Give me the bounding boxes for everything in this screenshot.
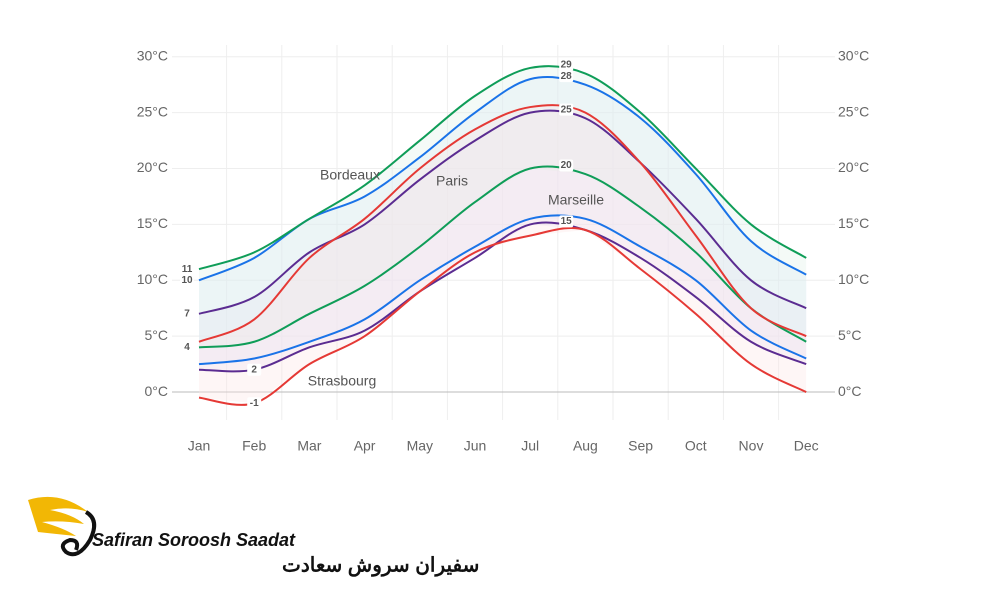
value-label-bg — [559, 58, 574, 71]
value-label: 11 — [182, 264, 193, 275]
value-label-bg — [559, 159, 574, 172]
x-tick-label: Jul — [521, 438, 539, 454]
band — [199, 110, 807, 370]
series-name: Marseille — [548, 192, 604, 208]
value-label: -1 — [250, 398, 259, 409]
line-high — [198, 65, 807, 271]
value-label: 20 — [561, 160, 573, 171]
y-tick-label: 5°C — [145, 327, 169, 343]
value-label-bg — [559, 103, 574, 116]
band — [199, 66, 807, 348]
logo-wing — [28, 496, 88, 536]
y2-tick-label: 0°C — [838, 383, 862, 399]
band — [199, 77, 807, 365]
series-name: Paris — [436, 173, 468, 189]
x-tick-label: Mar — [297, 438, 321, 454]
value-label: 15 — [561, 216, 573, 227]
value-label: 28 — [561, 71, 573, 82]
y-tick-label: 25°C — [137, 103, 168, 119]
value-label-bg — [559, 70, 574, 83]
y2-tick-label: 15°C — [838, 215, 869, 231]
value-label: 25 — [561, 104, 573, 115]
value-label-bg — [180, 307, 194, 320]
y2-tick-label: 5°C — [838, 327, 862, 343]
value-label-bg — [247, 397, 262, 410]
y-tick-label: 10°C — [137, 271, 168, 287]
brand-name: Safiran Soroosh Saadat — [92, 530, 296, 550]
series-name: Bordeaux — [320, 167, 380, 183]
line-low — [198, 221, 807, 373]
x-tick-label: Jun — [464, 438, 487, 454]
y2-tick-label: 10°C — [838, 271, 869, 287]
line-low — [198, 226, 807, 406]
x-tick-label: Feb — [242, 438, 266, 454]
value-label-bg — [180, 341, 194, 354]
value-label: 10 — [181, 275, 193, 286]
brand-name-fa: سفیران سروش سعادت — [282, 554, 479, 577]
x-tick-label: Sep — [628, 438, 653, 454]
series-name: Strasbourg — [308, 373, 376, 389]
plot: 0°C 0°C 5°C 5°C 10°C 10°C 15°C 15°C 20°C 20°C 25°C… — [137, 45, 869, 454]
line-low — [198, 214, 807, 366]
value-label: 29 — [561, 60, 573, 71]
y2-tick-label: 20°C — [838, 159, 869, 175]
x-tick-label: Oct — [685, 438, 707, 454]
x-tick-label: Dec — [794, 438, 819, 454]
line-high — [198, 104, 807, 343]
line-high — [198, 109, 807, 315]
x-tick-label: Apr — [354, 438, 376, 454]
y-tick-label: 0°C — [145, 383, 169, 399]
y-tick-label: 15°C — [137, 215, 168, 231]
value-label: 4 — [184, 342, 190, 353]
y2-tick-label: 30°C — [838, 47, 869, 63]
x-tick-label: Nov — [739, 438, 764, 454]
value-label: 2 — [251, 364, 257, 375]
value-label-bg — [559, 215, 574, 228]
logo-swan — [60, 510, 97, 557]
logo: Safiran Soroosh Saadat سفیران سروش سعادت — [28, 496, 479, 577]
y-tick-label: 30°C — [137, 47, 168, 63]
x-tick-label: Aug — [573, 438, 598, 454]
x-tick-label: May — [407, 438, 433, 454]
x-tick-label: Jan — [188, 438, 211, 454]
y2-tick-label: 25°C — [838, 103, 869, 119]
value-label-bg — [247, 363, 262, 376]
y-tick-label: 20°C — [137, 159, 168, 175]
value-label: 7 — [184, 308, 190, 319]
value-label-bg — [180, 263, 194, 276]
line-low — [198, 165, 807, 349]
value-label-bg — [180, 274, 194, 287]
